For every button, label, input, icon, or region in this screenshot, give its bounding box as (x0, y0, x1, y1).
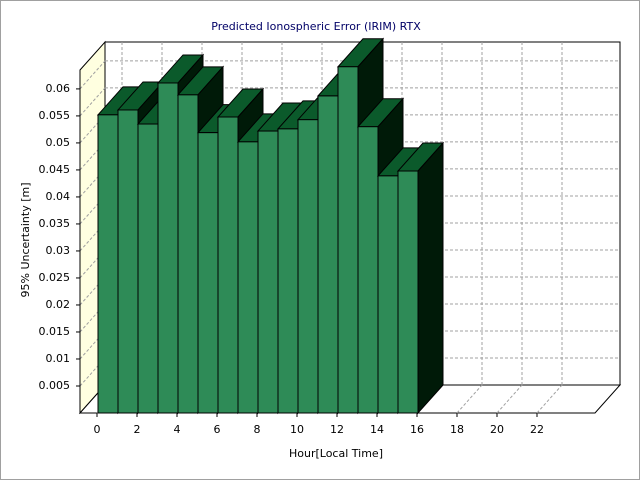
chart-title: Predicted Ionospheric Error (IRIM) RTX (211, 20, 421, 33)
bar (197, 132, 219, 414)
y-tick-label: 0.02 (46, 298, 71, 311)
bar (317, 95, 339, 414)
y-tick-label: 0.055 (39, 109, 71, 122)
x-tick-label: 12 (330, 423, 344, 436)
y-tick-label: 0.015 (39, 325, 71, 338)
grid-line (79, 87, 106, 117)
y-tick-label: 0.05 (46, 136, 71, 149)
y-axis-label: 95% Uncertainty [m] (19, 182, 32, 297)
x-tick-label: 22 (530, 423, 544, 436)
y-tick-label: 0.01 (46, 352, 71, 365)
x-tick-label: 0 (94, 423, 101, 436)
x-tick-label: 16 (410, 423, 424, 436)
grid-line (536, 384, 563, 414)
x-tick-label: 10 (290, 423, 304, 436)
bar (237, 141, 259, 414)
bar (337, 66, 359, 414)
bar (97, 114, 119, 414)
bar (157, 82, 179, 414)
y-tick-label: 0.04 (46, 190, 71, 203)
x-tick-label: 4 (174, 423, 181, 436)
x-tick-label: 2 (134, 423, 141, 436)
bar (137, 123, 159, 414)
x-tick-label: 18 (450, 423, 464, 436)
bar (397, 170, 419, 414)
y-tick-label: 0.025 (39, 271, 71, 284)
bar (177, 94, 199, 414)
y-tick-label: 0.005 (39, 379, 71, 392)
y-tick-label: 0.045 (39, 163, 71, 176)
bar (277, 128, 299, 414)
bar-side (417, 141, 444, 415)
x-tick-label: 8 (254, 423, 261, 436)
y-tick-label: 0.06 (46, 82, 71, 95)
y-tick-label: 0.035 (39, 217, 71, 230)
bar (297, 119, 319, 414)
bar (357, 126, 379, 414)
x-tick-label: 20 (490, 423, 504, 436)
grid-line (496, 384, 523, 414)
grid-line (456, 384, 483, 414)
y-tick-label: 0.03 (46, 244, 71, 257)
bar (257, 130, 279, 414)
bar (377, 175, 399, 414)
x-tick-label: 6 (214, 423, 221, 436)
grid-line (79, 60, 106, 90)
bar (217, 116, 239, 414)
x-axis-label: Hour[Local Time] (289, 447, 383, 460)
bar (117, 109, 139, 414)
x-tick-label: 14 (370, 423, 384, 436)
